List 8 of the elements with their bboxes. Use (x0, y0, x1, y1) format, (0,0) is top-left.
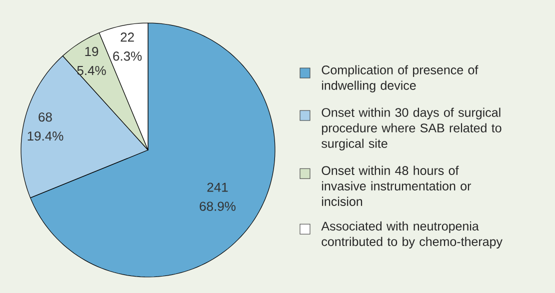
legend-label: Onset within 48 hours of invasive instrumentation or incision (322, 166, 472, 206)
legend-label: Associated with neutropenia contributed to by chemo-therapy (321, 221, 502, 249)
data-label: 241 68.9% (200, 182, 236, 211)
data-label: 68 19.4% (28, 112, 64, 141)
data-label: 19 5.4% (77, 46, 106, 76)
legend-label: Complication of presence of indwelling device (322, 65, 478, 92)
data-label: 22 6.3% (113, 32, 142, 61)
legend-label: Onset within 30 days of surgical procedure where SAB related to surgical site (322, 108, 502, 150)
